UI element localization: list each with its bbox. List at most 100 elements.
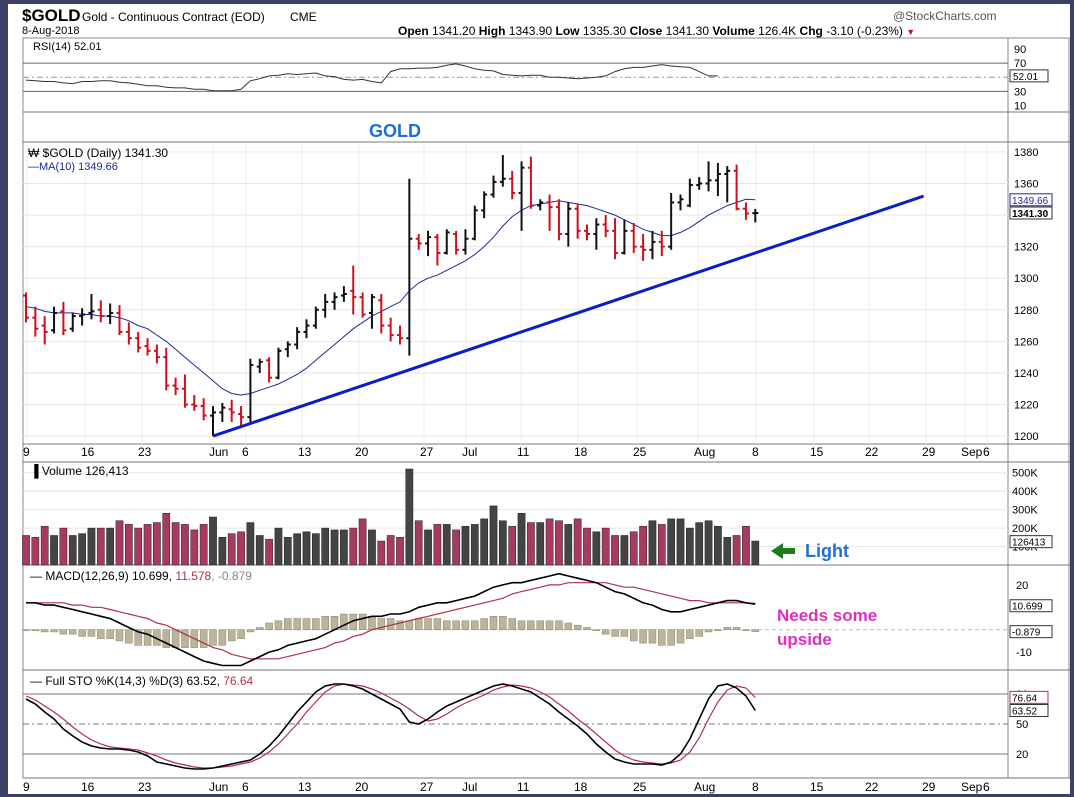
volume-bar xyxy=(171,522,180,566)
macd-histogram-bar xyxy=(461,620,470,630)
volume-bar xyxy=(227,533,236,566)
macd-histogram-bar xyxy=(321,616,329,630)
macd-histogram-bar xyxy=(50,629,58,633)
macd-histogram-bar xyxy=(742,629,750,631)
macd-histogram-bar xyxy=(396,620,404,630)
symbol: $GOLD xyxy=(22,6,81,25)
down-arrow-icon: ▼ xyxy=(906,27,916,37)
volume-bar xyxy=(629,531,638,566)
x-tick-label: 16 xyxy=(81,445,95,459)
volume-bar xyxy=(676,518,685,566)
volume-bar xyxy=(592,531,601,566)
x-tick-label: Aug xyxy=(694,445,715,459)
volume-bar xyxy=(732,535,741,566)
volume-bar xyxy=(293,533,301,566)
ohlc-readout: Open 1341.20 High 1343.90 Low 1335.30 Cl… xyxy=(398,24,916,38)
macd-histogram-bar xyxy=(424,618,432,630)
x-tick-label-bottom: 23 xyxy=(138,780,152,794)
volume-bar xyxy=(489,505,498,566)
x-tick-label-bottom: Aug xyxy=(694,780,715,794)
macd-histogram-bar xyxy=(676,629,685,644)
price-panel-label: ₩ $GOLD (Daily) 1341.30 xyxy=(28,146,168,160)
volume-bar xyxy=(583,527,591,566)
trendline xyxy=(212,194,925,438)
volume-bar xyxy=(545,518,554,566)
gold-annotation: GOLD xyxy=(369,121,421,141)
macd-histogram-bar xyxy=(499,616,507,630)
volume-bar xyxy=(573,518,582,566)
ma-value-label: 1349.66 xyxy=(1012,196,1049,207)
volume-bar xyxy=(237,531,245,566)
volume-bar xyxy=(527,522,535,566)
sto-k-value-box xyxy=(1009,703,1049,717)
x-tick-label: 27 xyxy=(420,445,434,459)
sto-d-value-label: 76.64 xyxy=(1012,693,1037,704)
macd-hist-value-label: -0.879 xyxy=(1012,628,1041,639)
volume-bar xyxy=(22,535,30,566)
x-tick-label-bottom: 6 xyxy=(242,780,249,794)
watermark: @StockCharts.com xyxy=(893,9,997,23)
close-value-label: 1341.30 xyxy=(1012,209,1049,220)
volume-bar xyxy=(639,525,647,566)
volume-bar xyxy=(209,516,217,566)
volume-bar xyxy=(87,527,96,566)
ma-value-box xyxy=(1009,193,1053,207)
volume-bar xyxy=(424,529,432,566)
upside-annotation-line1: Needs some xyxy=(777,606,878,625)
rsi-line xyxy=(25,63,718,92)
macd-signal-value: 11.578 xyxy=(175,569,211,583)
macd-histogram-bar xyxy=(611,629,619,637)
price-tick-label: 1260 xyxy=(1014,336,1038,348)
volume-bar xyxy=(59,527,68,566)
macd-histogram-bar xyxy=(256,627,264,630)
volume-bar xyxy=(461,525,470,566)
x-tick-label: Sep xyxy=(961,445,983,459)
macd-histogram-bar xyxy=(106,629,114,639)
rsi-tick-label: 30 xyxy=(1014,86,1026,98)
volume-bar xyxy=(199,524,208,566)
volume-bar xyxy=(68,535,77,566)
macd-histogram-bar xyxy=(630,629,638,642)
macd-histogram-bar xyxy=(340,613,348,630)
macd-histogram-bar xyxy=(573,624,582,630)
volume-bar xyxy=(368,529,376,566)
volume-bar xyxy=(40,525,49,566)
volume-bar xyxy=(358,518,367,566)
x-tick-label-bottom: 22 xyxy=(865,780,879,794)
macd-histogram-bar xyxy=(414,618,423,630)
volume-bar xyxy=(181,524,189,566)
volume-bar xyxy=(517,513,526,566)
x-tick-label: 9 xyxy=(23,445,30,459)
macd-histogram-bar xyxy=(59,629,68,635)
rsi-tick-label: 70 xyxy=(1014,58,1026,70)
macd-hist-value: , -0.879 xyxy=(211,569,252,583)
volume-bar xyxy=(321,527,330,566)
macd-histogram-bar xyxy=(480,618,488,630)
volume-bar xyxy=(536,522,545,566)
x-tick-label-bottom: 15 xyxy=(810,780,824,794)
volume-bar xyxy=(714,525,722,566)
macd-histogram-bar xyxy=(302,618,311,630)
volume-bar xyxy=(695,522,704,566)
macd-histogram-bar xyxy=(667,629,675,646)
x-tick-label: 6 xyxy=(983,445,990,459)
macd-histogram-bar xyxy=(312,618,320,630)
macd-histogram-bar xyxy=(714,629,722,631)
x-tick-label: 29 xyxy=(922,445,936,459)
volume-bar xyxy=(143,524,152,566)
volume-bar xyxy=(125,524,133,566)
macd-histogram-bar xyxy=(237,629,245,639)
x-tick-label: Jun xyxy=(209,445,228,459)
macd-histogram-bar xyxy=(143,629,152,646)
volume-bar xyxy=(330,529,339,566)
macd-histogram-bar xyxy=(377,618,386,630)
volume-bar xyxy=(723,537,732,566)
x-tick-label-bottom: Sep xyxy=(961,780,983,794)
x-tick-label-bottom: 13 xyxy=(298,780,312,794)
volume-bar xyxy=(470,524,479,566)
macd-histogram-bar xyxy=(274,620,283,630)
volume-bar xyxy=(667,518,675,566)
macd-histogram-bar xyxy=(620,629,629,637)
volume-bar xyxy=(405,468,414,566)
x-tick-label-bottom: Jun xyxy=(209,780,228,794)
